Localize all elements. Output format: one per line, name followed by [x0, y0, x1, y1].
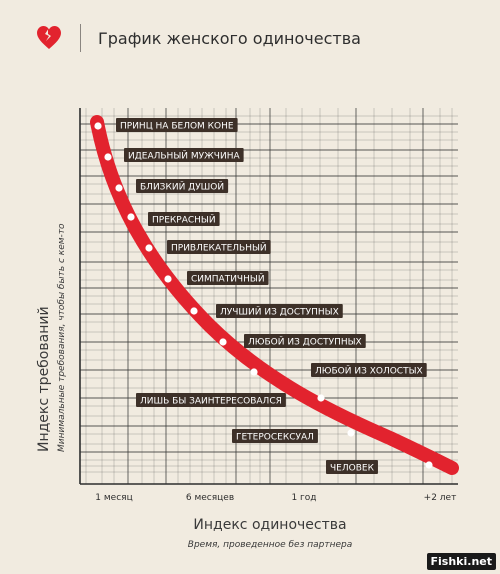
data-label-box: [136, 393, 286, 407]
data-point: [127, 213, 135, 221]
x-tick-label: 1 месяц: [95, 493, 132, 503]
data-points: [94, 122, 433, 469]
x-axis-label: Индекс одиночества: [193, 517, 346, 533]
data-label: БЛИЗКИЙ ДУШОЙ: [136, 179, 229, 193]
watermark: Fishki.net: [426, 553, 496, 570]
y-axis-sublabel: Минимальные требования, чтобы быть с кем…: [57, 223, 67, 452]
data-labels: ПРИНЦ НА БЕЛОМ КОНЕ ИДЕАЛЬНЫЙ МУЖЧИНА БЛИЗ…: [116, 118, 427, 474]
data-label: ЧЕЛОВЕК: [326, 460, 378, 474]
data-point: [145, 244, 153, 252]
data-label-text: ЧЕЛОВЕК: [330, 464, 375, 474]
x-tick-label: 6 месяцев: [186, 493, 234, 503]
data-point: [347, 429, 355, 437]
data-point: [104, 153, 112, 161]
data-point: [94, 122, 102, 130]
data-label-box: [216, 304, 343, 318]
data-label-box: [124, 148, 244, 162]
data-label-text: ИДЕАЛЬНЫЙ МУЖЧИНА: [128, 150, 240, 162]
chart-axes: [79, 108, 458, 485]
header-divider: [80, 24, 81, 52]
data-label-text: ЛУЧШИЙ ИЗ ДОСТУПНЫХ: [220, 306, 339, 318]
data-label-text: ГЕТЕРОСЕКСУАЛ: [236, 433, 314, 443]
data-label-text: ЛИШЬ БЫ ЗАИНТЕРЕСОВАЛСЯ: [140, 397, 282, 407]
x-tick-label: +2 лет: [424, 493, 457, 503]
data-label: ПРЕКРАСНЫЙ: [148, 212, 220, 226]
data-label: ПРИВЛЕКАТЕЛЬНЫЙ: [167, 240, 271, 254]
header: График женского одиночества: [0, 0, 500, 80]
data-point: [317, 394, 325, 402]
data-label: ГЕТЕРОСЕКСУАЛ: [232, 429, 318, 443]
broken-heart-icon: [37, 26, 61, 49]
data-label-text: СИМПАТИЧНЫЙ: [191, 273, 265, 285]
data-label-box: [311, 363, 427, 377]
y-axis-label: Индекс требований: [36, 306, 52, 452]
data-point: [219, 338, 227, 346]
data-label-box: [326, 460, 378, 474]
x-axis-sublabel: Время, проведенное без партнера: [188, 540, 352, 550]
data-label: ПРИНЦ НА БЕЛОМ КОНЕ: [116, 118, 238, 132]
data-label: ИДЕАЛЬНЫЙ МУЖЧИНА: [124, 148, 244, 162]
data-point: [250, 368, 258, 376]
data-point: [115, 184, 123, 192]
data-label-box: [148, 212, 220, 226]
data-label: ЛИШЬ БЫ ЗАИНТЕРЕСОВАЛСЯ: [136, 393, 286, 407]
data-label-text: ЛЮБОЙ ИЗ ДОСТУПНЫХ: [248, 336, 362, 348]
data-point: [190, 307, 198, 315]
data-label-box: [136, 179, 229, 193]
series-line: [90, 115, 459, 475]
data-label-text: ПРИВЛЕКАТЕЛЬНЫЙ: [171, 242, 267, 254]
data-label-box: [187, 271, 269, 285]
x-tick-label: 1 год: [291, 493, 316, 503]
page-title: График женского одиночества: [98, 29, 361, 48]
data-point: [425, 461, 433, 469]
data-point: [164, 275, 172, 283]
data-label: СИМПАТИЧНЫЙ: [187, 271, 269, 285]
chart-grid: [80, 108, 458, 484]
data-label-text: ПРЕКРАСНЫЙ: [152, 214, 216, 226]
data-label-box: [232, 429, 318, 443]
data-label-text: ЛЮБОЙ ИЗ ХОЛОСТЫХ: [315, 365, 423, 377]
data-label: ЛЮБОЙ ИЗ ХОЛОСТЫХ: [311, 363, 427, 377]
data-label: ЛЮБОЙ ИЗ ДОСТУПНЫХ: [244, 334, 366, 348]
data-label-text: БЛИЗКИЙ ДУШОЙ: [140, 181, 224, 193]
data-label-box: [167, 240, 271, 254]
data-label-box: [244, 334, 366, 348]
data-label-box: [116, 118, 238, 132]
data-label-text: ПРИНЦ НА БЕЛОМ КОНЕ: [120, 122, 234, 132]
data-label: ЛУЧШИЙ ИЗ ДОСТУПНЫХ: [216, 304, 343, 318]
x-tick-labels: 1 месяц 6 месяцев 1 год +2 лет: [95, 493, 456, 503]
